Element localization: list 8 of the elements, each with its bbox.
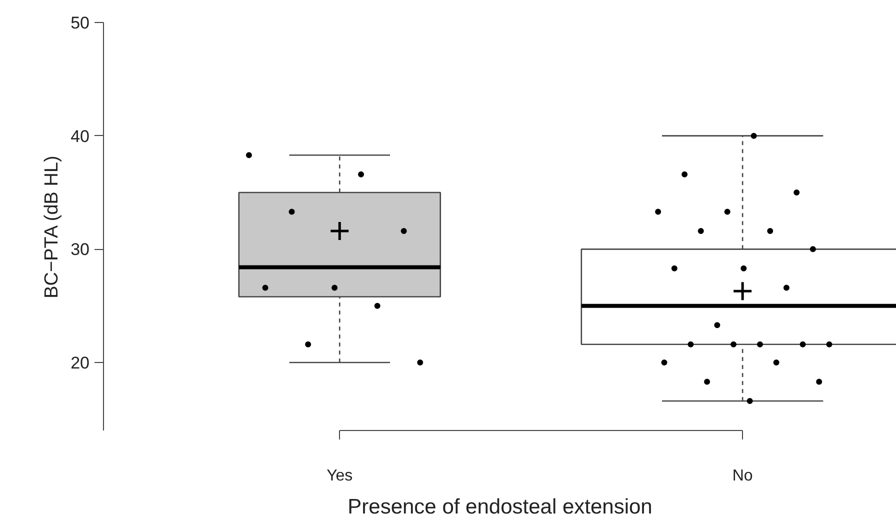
y-tick-label: 20 — [70, 354, 90, 372]
y-tick-label: 40 — [70, 126, 90, 146]
y-tick-label: 30 — [70, 240, 90, 260]
y-tick-label: 50 — [70, 14, 90, 32]
x-axis-title: Presence of endosteal extension — [348, 496, 652, 517]
y-axis-title: BC−PTA (dB HL) — [42, 156, 63, 298]
x-tick-label: No — [732, 468, 753, 484]
x-tick-label: Yes — [326, 468, 353, 484]
